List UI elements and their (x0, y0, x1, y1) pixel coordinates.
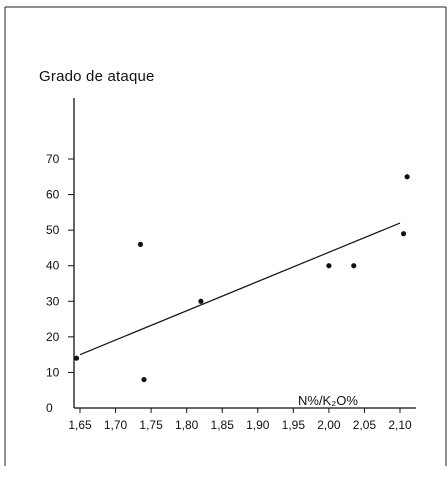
x-tick-label: 1,85 (211, 418, 235, 432)
x-tick-label: 1,80 (175, 418, 199, 432)
data-point (400, 231, 407, 237)
x-tick-label: 1,65 (68, 418, 92, 432)
y-tick-label: 10 (46, 365, 60, 379)
data-point (73, 355, 80, 361)
y-tick-label: 0 (46, 401, 53, 415)
data-point (351, 263, 357, 269)
x-ticks: 1,65 1,70 1,75 1,80 1,85 1,90 1,95 2,00 2,05 2,10 (68, 408, 412, 432)
x-tick-label: 2,00 (317, 418, 341, 432)
data-point (141, 376, 147, 383)
y-tick-label: 20 (46, 330, 60, 344)
y-ticks: 0 10 20 30 40 50 60 70 (46, 152, 74, 415)
y-tick-label: 70 (46, 152, 60, 166)
axes (73, 98, 416, 409)
y-tick-label: 30 (46, 294, 60, 308)
x-tick-label: 2,05 (353, 418, 377, 432)
regression-line-group (79, 222, 401, 356)
x-axis-title: N%/K₂O% (298, 393, 358, 408)
y-tick-label: 40 (46, 259, 60, 273)
x-tick-label: 1,75 (139, 418, 163, 432)
x-tick-label: 2,10 (388, 418, 412, 432)
y-tick-label: 50 (46, 223, 60, 237)
data-point (326, 263, 332, 269)
y-axis-title: Grado de ataque (39, 68, 155, 85)
data-point (198, 298, 204, 304)
data-point (404, 174, 410, 180)
x-tick-label: 1,70 (104, 418, 128, 432)
data-point (137, 241, 144, 247)
x-tick-label: 1,90 (246, 418, 270, 432)
x-tick-label: 1,95 (282, 418, 306, 432)
data-points (73, 174, 410, 383)
y-tick-label: 60 (46, 188, 60, 202)
regression-line (79, 222, 401, 356)
